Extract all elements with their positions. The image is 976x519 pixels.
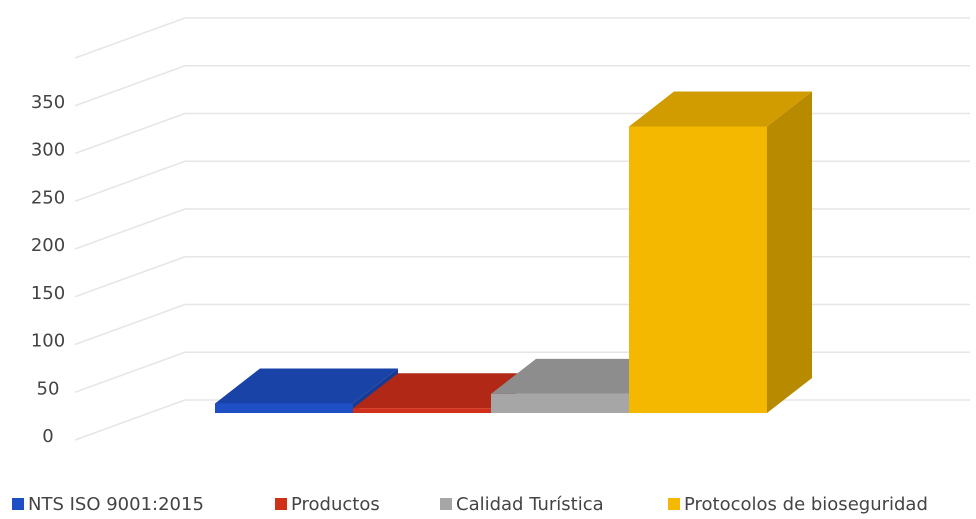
y-tick-label: 150 (31, 283, 65, 304)
legend-swatch (12, 498, 24, 510)
y-tick-label: 0 (42, 426, 53, 447)
legend-label: NTS ISO 9001:2015 (28, 494, 204, 515)
grid-line-side (74, 303, 186, 346)
bar-side (767, 91, 812, 413)
grid-line-side (74, 160, 186, 202)
y-tick-label: 300 (31, 140, 65, 161)
y-tick-label: 250 (31, 187, 65, 208)
bar (629, 126, 767, 413)
y-tick-label: 350 (31, 92, 65, 113)
grid-line-side (74, 112, 186, 155)
bar-top (491, 358, 674, 394)
bar-top (215, 368, 398, 404)
grid-line-side (74, 65, 186, 107)
grid-line-side (74, 17, 186, 59)
bar (353, 408, 491, 413)
legend-label: Productos (291, 494, 380, 515)
grid-line-side (74, 399, 186, 441)
legend-swatch (668, 498, 680, 510)
grid-line-side (74, 351, 186, 393)
legend-label: Calidad Turística (456, 494, 604, 515)
legend-label: Protocolos de bioseguridad (684, 494, 928, 515)
y-tick-label: 50 (37, 378, 60, 399)
bar (491, 393, 629, 413)
bar-top (353, 373, 536, 409)
grid-line-side (74, 256, 186, 298)
y-tick-label: 100 (31, 331, 65, 352)
legend-swatch (275, 498, 287, 510)
bar (215, 403, 353, 413)
bar-top (629, 91, 812, 127)
y-tick-label: 200 (31, 235, 65, 256)
grid-line-side (74, 208, 186, 250)
legend-swatch (440, 498, 452, 510)
